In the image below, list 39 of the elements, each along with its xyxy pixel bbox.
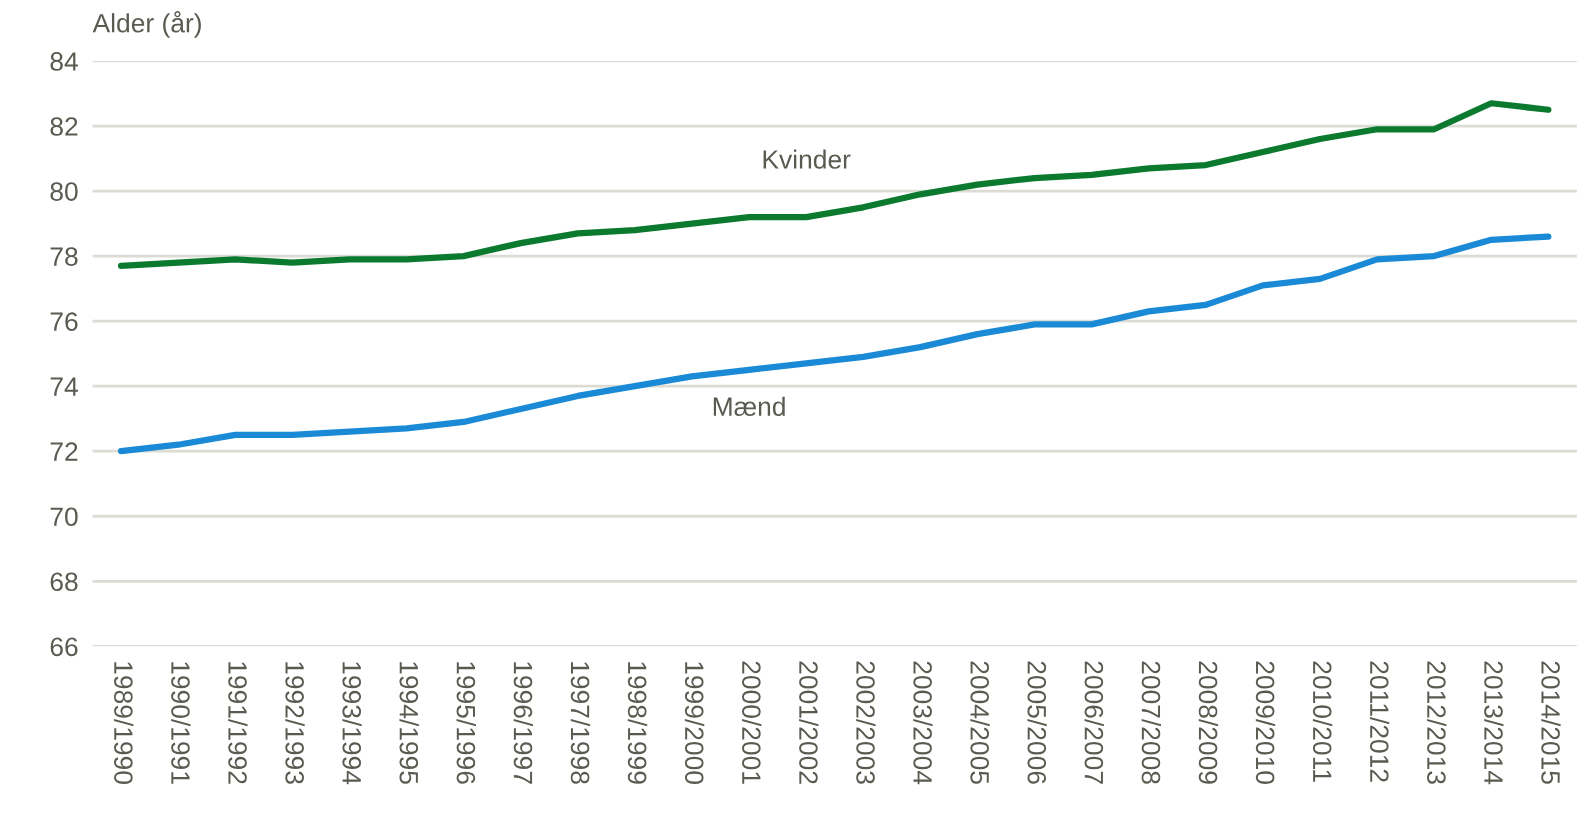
y-tick-label: 80 — [50, 182, 78, 201]
x-tick-label: 2012/2013 — [1427, 661, 1447, 784]
x-tick-label: 2003/2004 — [913, 661, 933, 785]
y-tick-label: 78 — [50, 247, 78, 266]
y-tick-label: 68 — [50, 572, 78, 592]
x-tick-label: 1997/1998 — [570, 662, 591, 784]
x-tick-label: 1994/1995 — [399, 662, 419, 784]
y-tick-label: 82 — [50, 117, 78, 136]
x-tick-label: 1998/1999 — [627, 662, 648, 784]
x-tick-label: 2006/2007 — [1084, 661, 1104, 784]
x-tick-label: 2005/2006 — [1027, 661, 1047, 784]
series-label: Mænd — [713, 396, 785, 417]
x-tick-label: 2002/2003 — [856, 661, 876, 784]
x-tick-label: 2010/2011 — [1312, 661, 1333, 782]
y-tick-label: 66 — [50, 637, 78, 657]
x-tick-label: 2014/2015 — [1541, 661, 1561, 784]
y-tick-label: 84 — [50, 52, 78, 71]
x-tick-label: 2009/2010 — [1255, 661, 1276, 784]
y-tick-label: 76 — [50, 312, 78, 331]
series-label: Kvinder — [763, 149, 851, 169]
x-tick-label: 2004/2005 — [970, 661, 990, 784]
x-tick-label: 1990/1991 — [171, 662, 191, 784]
x-tick-label: 1989/1990 — [114, 662, 134, 784]
x-tick-label: 1991/1992 — [228, 662, 248, 784]
y-axis-title: Alder (år) — [92, 11, 201, 38]
x-tick-label: 2011/2012 — [1369, 661, 1390, 782]
x-tick-label: 1996/1997 — [513, 662, 534, 784]
x-tick-label: 2013/2014 — [1484, 661, 1504, 785]
x-tick-label: 2007/2008 — [1141, 661, 1161, 784]
x-tick-label: 1993/1994 — [342, 662, 362, 785]
x-tick-label: 1999/2000 — [684, 662, 705, 784]
x-tick-label: 2000/2001 — [741, 661, 762, 784]
y-tick-label: 72 — [50, 442, 78, 461]
y-tick-label: 70 — [50, 507, 78, 527]
x-tick-label: 2008/2009 — [1198, 661, 1219, 784]
x-tick-label: 2001/2002 — [799, 661, 819, 784]
y-tick-label: 74 — [50, 377, 78, 396]
x-tick-label: 1995/1996 — [456, 662, 476, 784]
x-tick-label: 1992/1993 — [285, 662, 305, 784]
